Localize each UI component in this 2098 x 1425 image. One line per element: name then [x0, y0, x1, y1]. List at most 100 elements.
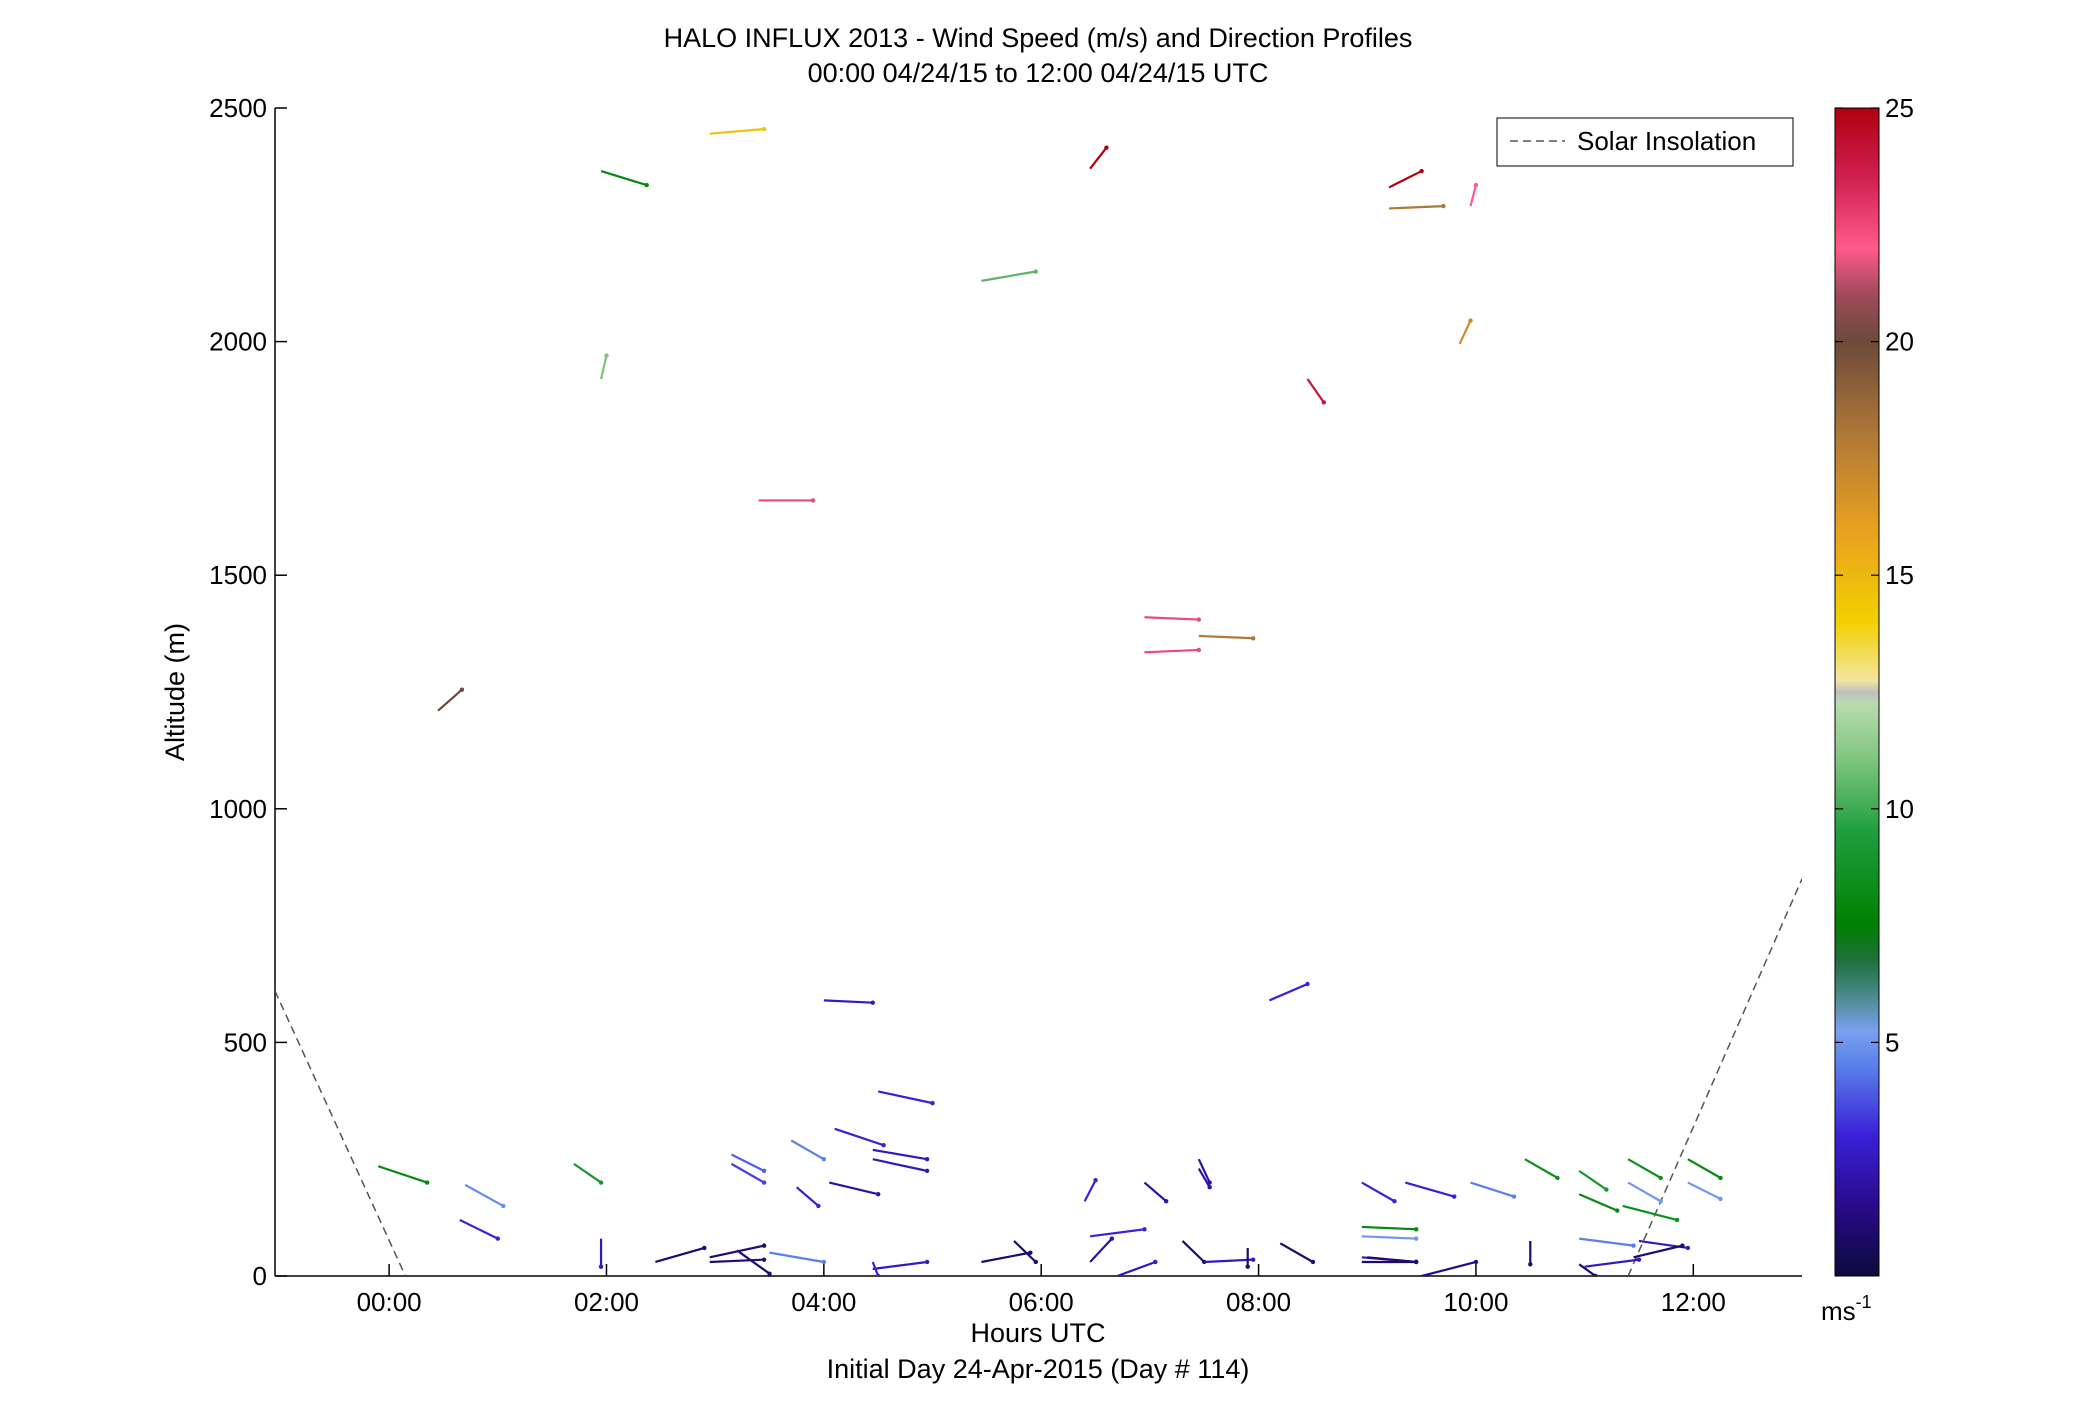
- wind-vector-head: [761, 1180, 767, 1185]
- wind-vector-head: [501, 1203, 506, 1209]
- wind-vector: [1633, 1244, 1683, 1259]
- wind-vector: [1470, 1181, 1515, 1198]
- wind-vector-head: [1631, 1243, 1636, 1248]
- wind-vector: [730, 1153, 765, 1172]
- wind-vector-head: [1310, 1259, 1316, 1265]
- y-axis-ticks: 0 500 1000 1500 2000 2500: [209, 93, 287, 1291]
- wind-vector-head: [598, 1180, 604, 1185]
- wind-vector: [1627, 1181, 1662, 1203]
- wind-vector-head: [1142, 1227, 1147, 1232]
- wind-vector: [795, 1186, 820, 1207]
- wind-vector-head: [930, 1100, 935, 1106]
- wind-vector: [1089, 1237, 1113, 1263]
- colorbar-gradient: [1834, 107, 1880, 1277]
- wind-vector-head: [1305, 981, 1310, 987]
- y-tick-label: 2000: [209, 327, 267, 357]
- wind-vector-head: [1104, 145, 1109, 150]
- wind-vector: [1181, 1240, 1206, 1263]
- wind-vector-head: [821, 1157, 827, 1162]
- colorbar-tick-label: 25: [1885, 93, 1914, 123]
- wind-vector: [981, 1251, 1031, 1264]
- wind-vector-head: [875, 1192, 881, 1197]
- wind-vector: [1421, 1260, 1477, 1276]
- wind-vector-head: [1419, 168, 1424, 174]
- wind-vector: [1204, 1258, 1254, 1264]
- wind-vector: [1578, 1169, 1607, 1191]
- wind-vector: [600, 170, 648, 187]
- wind-vector: [437, 688, 463, 712]
- wind-vector-head: [1674, 1217, 1680, 1223]
- wind-vector: [1524, 1158, 1559, 1179]
- wind-vector: [736, 1249, 771, 1275]
- wind-vector-head: [1658, 1199, 1663, 1204]
- wind-vector-head: [1033, 1259, 1038, 1265]
- wind-vector-head: [1555, 1175, 1560, 1181]
- colorbar-tick-label: 5: [1885, 1027, 1899, 1057]
- wind-vector: [1144, 616, 1199, 621]
- wind-vector-head: [1473, 182, 1479, 188]
- legend-box: [1496, 117, 1794, 167]
- wind-vector-head: [644, 182, 649, 188]
- colorbar-ticks: 5 10 15 20 25: [1835, 93, 1914, 1057]
- wind-vector: [1089, 1228, 1145, 1238]
- x-axis-label: Hours UTC: [970, 1318, 1105, 1348]
- wind-vector: [877, 1090, 933, 1105]
- wind-vector-head: [604, 353, 609, 358]
- wind-vector: [1144, 648, 1199, 654]
- wind-vector-head: [1196, 647, 1202, 653]
- x-tick-label: 10:00: [1443, 1287, 1508, 1317]
- wind-vector: [1687, 1181, 1721, 1200]
- wind-vector: [829, 1181, 879, 1196]
- wind-vector-head: [1473, 1259, 1479, 1265]
- wind-vector: [872, 1158, 928, 1172]
- wind-vector: [1143, 1181, 1167, 1203]
- wind-vector: [1279, 1242, 1314, 1263]
- wind-vector-head: [1718, 1196, 1723, 1202]
- wind-vector-head: [598, 1264, 604, 1269]
- colorbar: 5 10 15 20 25 ms-1: [1821, 93, 1914, 1326]
- wind-vector: [599, 355, 608, 380]
- wind-vector-head: [424, 1180, 430, 1185]
- wind-vector-head: [761, 1257, 767, 1262]
- wind-vector: [1083, 1179, 1097, 1202]
- wind-vector-head: [1250, 1257, 1256, 1262]
- x-tick-label: 00:00: [357, 1287, 422, 1317]
- wind-vector: [1361, 1181, 1395, 1203]
- y-axis-label: Altitude (m): [160, 623, 190, 761]
- x-tick-label: 08:00: [1226, 1287, 1291, 1317]
- wind-vector-head: [1413, 1259, 1419, 1265]
- wind-vector: [1269, 982, 1308, 1002]
- wind-vector: [709, 1258, 765, 1264]
- y-tick-label: 1500: [209, 560, 267, 590]
- wind-vector-head: [1636, 1257, 1642, 1262]
- colorbar-tick-label: 10: [1885, 794, 1914, 824]
- legend: Solar Insolation: [1496, 117, 1794, 167]
- colorbar-tick-label: 20: [1885, 327, 1914, 357]
- wind-vector: [1405, 1181, 1455, 1198]
- wind-vector: [464, 1183, 504, 1207]
- wind-vector: [1361, 1235, 1417, 1240]
- wind-vector: [1197, 1158, 1211, 1184]
- x-tick-label: 12:00: [1661, 1287, 1726, 1317]
- wind-vector-head: [1528, 1262, 1533, 1267]
- wind-vector: [655, 1246, 705, 1264]
- wind-vector-head: [1109, 1236, 1115, 1241]
- wind-vector-head: [870, 1000, 875, 1005]
- wind-vector: [872, 1148, 928, 1161]
- wind-vector: [1013, 1240, 1037, 1263]
- wind-vector-head: [1153, 1259, 1158, 1265]
- x-axis-label-2: Initial Day 24-Apr-2015 (Day # 114): [827, 1354, 1250, 1384]
- wind-vector: [1361, 1225, 1417, 1231]
- wind-vector: [1198, 634, 1254, 640]
- chart-title: HALO INFLUX 2013 - Wind Speed (m/s) and …: [664, 23, 1413, 53]
- wind-vector-head: [1164, 1199, 1169, 1204]
- wind-vector: [377, 1165, 428, 1184]
- y-tick-label: 1000: [209, 794, 267, 824]
- colorbar-unit-label: ms-1: [1821, 1292, 1872, 1326]
- wind-vector: [769, 1251, 825, 1264]
- wind-vector-head: [1250, 636, 1256, 641]
- wind-vector-head: [1511, 1194, 1517, 1199]
- x-axis-ticks: 00:00 02:00 04:00 06:00 08:00 10:00 12:00: [357, 1264, 1726, 1317]
- wind-vector: [1622, 1204, 1678, 1222]
- wind-vector: [1197, 1167, 1211, 1188]
